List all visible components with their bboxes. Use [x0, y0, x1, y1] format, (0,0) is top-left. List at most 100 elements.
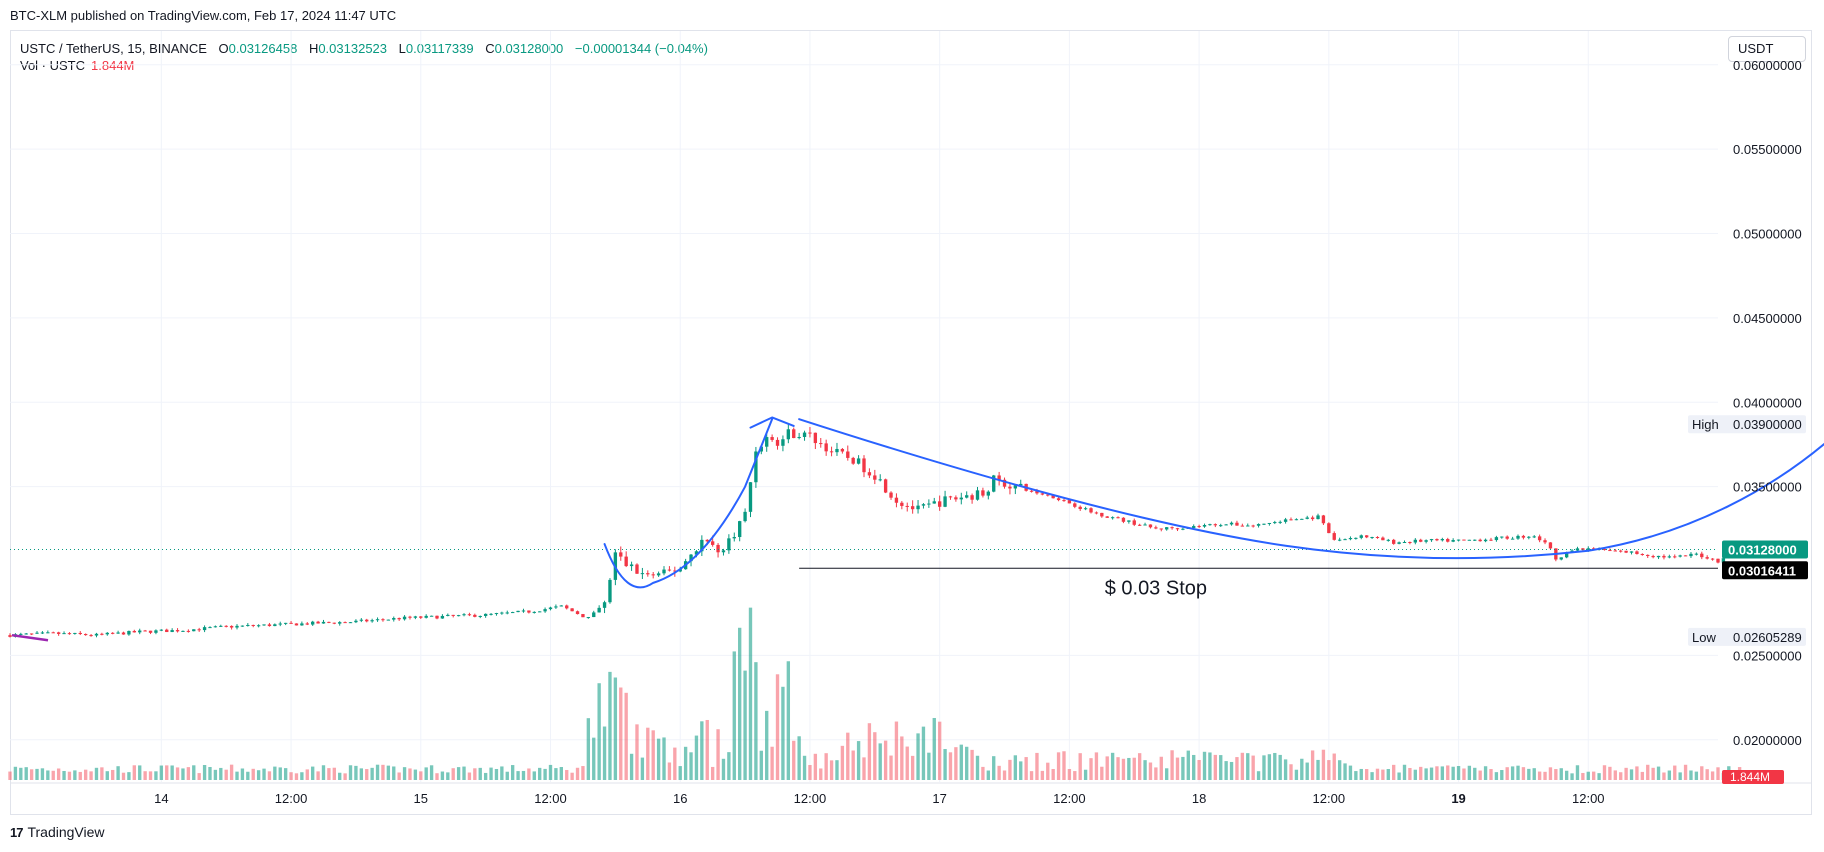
candle-body: [294, 623, 299, 626]
candle-body: [413, 616, 418, 618]
candle-body: [846, 451, 850, 458]
volume-bar: [1408, 767, 1412, 780]
volume-bar: [1224, 761, 1228, 780]
currency-button[interactable]: USDT: [1728, 36, 1806, 62]
candle-body: [662, 569, 666, 574]
volume-bar: [862, 757, 866, 780]
candle-body: [67, 633, 72, 635]
volume-bar: [1100, 766, 1104, 780]
volume-bar: [1710, 771, 1715, 780]
volume-bar: [343, 773, 347, 780]
candle-body: [397, 618, 401, 620]
candle-body: [1619, 550, 1623, 552]
volume-bar: [273, 766, 277, 780]
volume-bar: [500, 766, 504, 780]
candle-body: [738, 521, 742, 538]
price-tick-label: 0.03500000: [1733, 480, 1802, 495]
candle-body: [1683, 555, 1688, 557]
volume-bar: [548, 764, 553, 780]
volume-bar: [332, 767, 336, 780]
volume-bar: [251, 768, 255, 780]
candles: [8, 423, 1753, 638]
candle-body: [927, 503, 931, 505]
volume-bar: [51, 770, 55, 780]
volume-bar: [916, 733, 920, 780]
candle-body: [338, 622, 342, 624]
candle-body: [873, 475, 877, 480]
candle-body: [370, 620, 374, 622]
volume-bar: [494, 768, 499, 780]
low-label-bg: [1688, 627, 1806, 646]
candle-body: [197, 629, 201, 631]
volume-bar: [1154, 767, 1158, 780]
symbol-title[interactable]: USTC / TetherUS, 15, BINANCE: [20, 41, 207, 56]
candle-body: [224, 625, 228, 627]
volume-bar: [159, 765, 164, 780]
volume-bar: [1262, 755, 1266, 780]
candle-body: [1673, 556, 1677, 558]
candle-body: [273, 624, 277, 627]
candle-body: [1548, 542, 1553, 549]
volume-bar: [1105, 756, 1109, 780]
candle-body: [840, 448, 845, 452]
volume-bar: [1570, 773, 1574, 780]
time-tick-label: 18: [1192, 791, 1206, 806]
candle-body: [592, 612, 596, 618]
volume-bar: [1029, 771, 1034, 780]
candle-body: [1229, 522, 1234, 525]
volume-bar: [1537, 771, 1542, 780]
candle-body: [624, 556, 628, 567]
volume-bar: [770, 746, 774, 780]
price-tick-label: 0.04500000: [1733, 311, 1802, 326]
volume-bars: [8, 607, 1753, 780]
volume-bar: [748, 607, 753, 780]
volume-bar: [1359, 768, 1363, 780]
volume-bar: [1354, 771, 1358, 780]
candle-body: [921, 504, 926, 506]
candle-body: [792, 429, 796, 439]
candle-body: [635, 564, 639, 574]
candle-body: [965, 495, 969, 498]
volume-bar: [635, 724, 639, 780]
volume-label[interactable]: Vol · USTC: [20, 58, 86, 73]
volume-bar: [1494, 772, 1499, 780]
volume-bar: [1662, 772, 1666, 780]
volume-bar: [1613, 770, 1617, 780]
candle-body: [1635, 551, 1639, 554]
candle-body: [1429, 539, 1434, 541]
candle-body: [575, 611, 580, 615]
volume-bar: [1673, 765, 1677, 780]
tradingview-branding[interactable]: 17 TradingView: [10, 824, 105, 840]
volume-bar: [94, 767, 99, 780]
price-tick-label: 0.02000000: [1733, 733, 1802, 748]
candle-body: [1424, 540, 1428, 542]
candle-body: [813, 432, 818, 444]
volume-bar: [365, 769, 369, 780]
volume-bar: [1278, 754, 1282, 780]
volume-bar: [1348, 765, 1353, 780]
volume-bar: [986, 770, 990, 780]
price-labels: 0.03128000 0.03016411 High 0.03900000 Low 0.0…: [1688, 415, 1808, 784]
volume-bar: [1165, 768, 1169, 780]
volume-bar: [138, 765, 142, 780]
candle-body: [1586, 548, 1590, 550]
candle-body: [213, 626, 218, 628]
volume-bar: [619, 687, 623, 780]
candle-body: [343, 622, 347, 624]
volume-bar: [759, 750, 763, 780]
candle-body: [1532, 536, 1536, 538]
volume-bar: [905, 746, 909, 780]
volume-bar: [1656, 766, 1661, 780]
volume-bar: [1170, 750, 1174, 780]
volume-bar: [73, 770, 77, 780]
volume-bar: [1116, 757, 1120, 780]
candle-body: [1283, 519, 1288, 522]
volume-bar: [35, 768, 39, 780]
stop-annotation: $ 0.03 Stop: [1105, 577, 1207, 599]
candle-body: [1083, 508, 1088, 510]
volume-bar: [24, 767, 28, 780]
candle-body: [494, 613, 499, 615]
candle-body: [1267, 522, 1272, 524]
time-tick-label: 14: [154, 791, 168, 806]
